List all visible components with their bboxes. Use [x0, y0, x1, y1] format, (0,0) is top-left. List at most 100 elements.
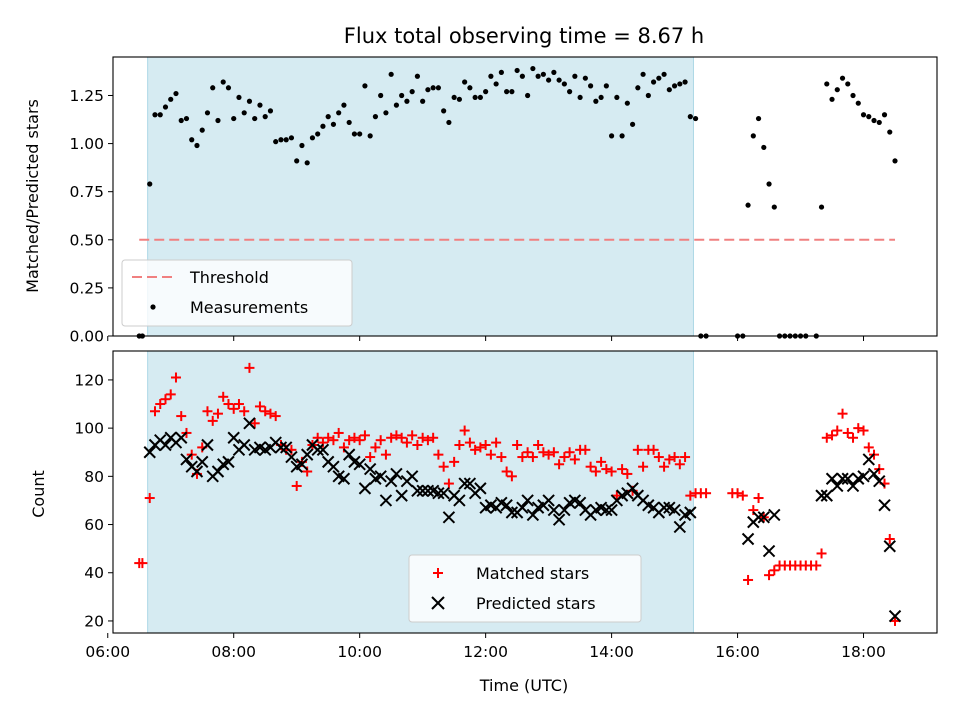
measurement-point: [881, 112, 888, 118]
measurement-point: [850, 92, 856, 99]
matched-star-marker: [653, 452, 664, 463]
top-axes-frame: [112, 56, 938, 337]
predicted-star-marker-b: [836, 472, 849, 485]
measurement-point: [383, 110, 389, 116]
predicted-star-marker: [379, 494, 393, 507]
predicted-star-marker: [888, 609, 902, 623]
bottom-x-ticks: 06:00 08:00 10:00 12:00 14:00 16:00 18:00: [85, 633, 886, 661]
predicted-star-marker: [316, 443, 330, 457]
matched-star-marker: [233, 399, 244, 410]
matched-star-marker: [842, 427, 853, 438]
predicted-star-marker: [841, 472, 854, 485]
matched-star-marker: [155, 399, 166, 410]
measurement-point: [871, 117, 877, 124]
predicted-star-marker-b: [437, 486, 450, 500]
predicted-star-marker-b: [825, 472, 839, 485]
legend-predicted-marker: [431, 596, 445, 610]
bottom-x-tick-label: 16:00: [715, 643, 760, 661]
measurement-point: [467, 85, 473, 91]
predicted-star-marker-b: [873, 474, 886, 488]
predicted-star-marker-b: [337, 472, 351, 485]
top-legend-box: [121, 259, 353, 327]
predicted-star-marker-b: [600, 503, 613, 517]
measurement-point: [325, 114, 331, 120]
measurement-point: [351, 131, 358, 137]
matched-star-marker: [265, 408, 276, 419]
predicted-star-marker: [227, 431, 240, 444]
matched-star-marker: [485, 449, 496, 460]
measurement-point: [162, 104, 169, 110]
matched-star-marker: [601, 464, 612, 475]
predicted-star-marker: [342, 448, 356, 461]
predicted-star-marker-b: [222, 455, 235, 469]
measurement-point: [750, 133, 756, 139]
measurement-point: [357, 131, 363, 137]
measurement-point: [304, 160, 310, 166]
matched-star-marker: [438, 461, 449, 472]
predicted-star-marker-b: [757, 511, 771, 524]
matched-star-marker: [548, 447, 559, 458]
predicted-star-marker-b: [552, 513, 566, 526]
predicted-star-marker: [605, 503, 618, 517]
measurement-point: [283, 137, 289, 143]
predicted-star-marker-b: [846, 479, 860, 493]
matched-star-marker: [412, 440, 423, 450]
predicted-star-marker-b: [521, 494, 534, 507]
matched-star-marker: [853, 423, 864, 434]
matched-star-marker: [512, 440, 523, 450]
predicted-star-marker-b: [831, 479, 844, 493]
measurement-point: [294, 158, 300, 164]
measurement-point: [404, 98, 410, 104]
predicted-star-marker: [222, 455, 235, 469]
matched-star-marker: [748, 505, 759, 516]
measurement-point: [435, 85, 442, 91]
predicted-star-marker: [500, 499, 513, 512]
predicted-star-marker-b: [175, 431, 188, 444]
measurement-point: [530, 65, 536, 72]
matched-star-marker: [470, 444, 481, 455]
matched-star-marker: [606, 466, 617, 477]
measurement-point: [603, 83, 609, 89]
top-x-ticks: [107, 336, 865, 341]
matched-star-marker: [170, 372, 181, 383]
predicted-star-marker-b: [558, 503, 571, 517]
measurement-point: [320, 123, 326, 129]
matched-star-marker: [611, 490, 622, 501]
matched-star-marker: [669, 452, 680, 463]
legend-matched-label: Matched stars: [476, 564, 589, 583]
measurement-point: [876, 119, 882, 126]
measurement-point: [556, 77, 562, 83]
predicted-star-marker-b: [432, 486, 445, 500]
predicted-star-marker: [437, 486, 450, 500]
measurement-point: [451, 94, 457, 101]
measurement-point: [866, 114, 872, 120]
predicted-star-marker: [311, 443, 324, 457]
predicted-star-marker: [201, 438, 214, 452]
predicted-star-marker: [516, 501, 529, 514]
measurement-point: [834, 87, 840, 93]
predicted-star-marker: [300, 448, 314, 461]
predicted-star-marker-b: [526, 508, 540, 522]
predicted-star-marker-b: [673, 520, 687, 534]
top-y-tick-label: 1.00: [69, 135, 104, 153]
predicted-star-marker-b: [547, 503, 561, 517]
predicted-star-marker-b: [463, 477, 477, 490]
bottom-y-tick-label: 60: [84, 516, 104, 534]
measurement-point: [462, 79, 468, 85]
matched-star-marker: [617, 464, 628, 475]
predicted-star-marker: [600, 503, 613, 517]
predicted-star-marker: [211, 465, 225, 478]
matched-star-marker: [249, 418, 260, 429]
predicted-star-marker-b: [295, 458, 309, 471]
predicted-star-marker: [657, 501, 671, 514]
matched-star-marker: [506, 471, 517, 482]
predicted-star-marker: [175, 431, 188, 444]
measurement-point: [430, 85, 436, 91]
matched-star-marker: [848, 432, 859, 443]
measurement-point: [561, 81, 567, 87]
measurement-point: [194, 142, 200, 149]
top-y-tick-label: 0.50: [69, 231, 104, 249]
matched-star-marker: [359, 430, 370, 441]
matched-star-marker: [554, 459, 565, 470]
legend-measurements-label: Measurements: [190, 298, 308, 317]
